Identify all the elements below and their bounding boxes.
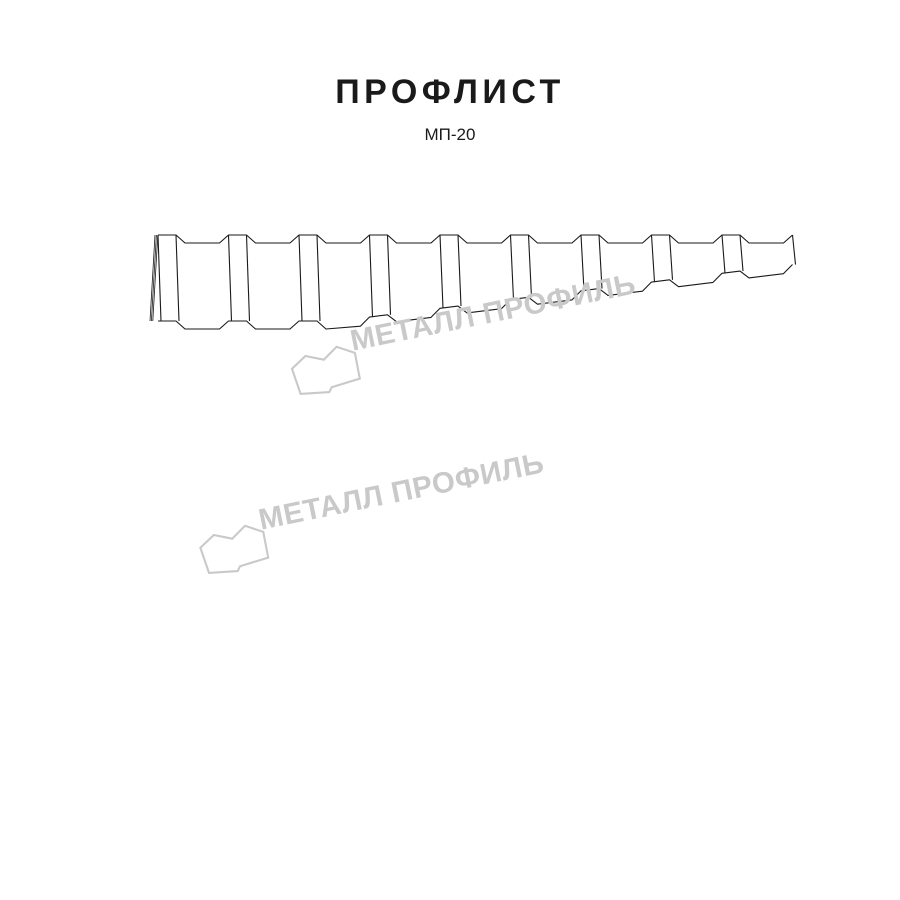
svg-text:ПРОФЛИСТ: ПРОФЛИСТ <box>335 73 565 111</box>
svg-text:МП-20: МП-20 <box>425 125 476 144</box>
